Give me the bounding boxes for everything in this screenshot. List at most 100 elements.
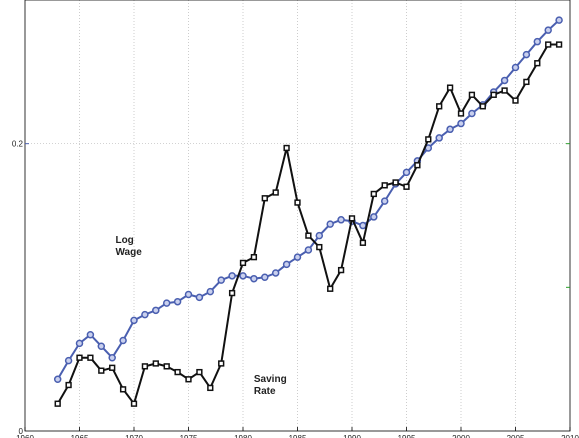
log-wage-point — [271, 269, 280, 277]
saving-rate-point — [403, 183, 410, 190]
log-wage-point — [217, 276, 225, 284]
saving-rate-point — [425, 136, 432, 143]
saving-rate-point — [163, 363, 170, 370]
saving-rate-annotation: Saving — [254, 374, 287, 385]
log-wage-point — [239, 272, 247, 280]
x-tick-label: 2000 — [452, 434, 470, 438]
log-wage-point — [457, 119, 465, 128]
grid — [25, 0, 570, 431]
saving-rate-point — [87, 354, 94, 361]
saving-rate-point — [130, 400, 138, 407]
log-wage-point — [206, 287, 215, 296]
log-wage-point — [402, 168, 411, 177]
x-tick-label: 1995 — [398, 434, 416, 438]
log-wage-point — [282, 260, 291, 269]
saving-rate-point — [436, 103, 443, 110]
saving-rate-point — [555, 41, 563, 48]
saving-rate-point — [185, 376, 192, 383]
axes: 1960 1965 1970 1975 1980 1985 1990 1995 2000 2005… — [12, 140, 579, 438]
saving-rate-point — [152, 360, 159, 367]
x-tick-label: 1985 — [289, 434, 307, 438]
log-wage-point — [380, 197, 389, 205]
saving-rate-point — [218, 360, 225, 367]
log-wage-point — [326, 220, 334, 228]
x-tick-label: 1970 — [125, 434, 143, 438]
saving-rate-point — [446, 84, 454, 91]
log-wage-point — [370, 213, 378, 221]
log-wage-point — [522, 50, 531, 59]
log-wage-point — [359, 221, 367, 230]
saving-rate-point — [534, 60, 541, 67]
log-wage-point — [97, 342, 106, 350]
saving-rate-point — [261, 195, 268, 202]
log-wage-point — [500, 76, 509, 85]
saving-rate-point — [119, 386, 127, 393]
log-wage-point — [555, 16, 563, 24]
log-wage-line — [56, 19, 560, 380]
saving-rate-point — [370, 190, 377, 198]
x-tick-label: 1960 — [16, 434, 34, 438]
saving-rate-annotation: Rate — [254, 386, 276, 397]
saving-rate-point — [468, 91, 476, 98]
saving-rate-point — [141, 363, 149, 370]
log-wage-point — [468, 109, 476, 118]
saving-rate-point — [294, 199, 301, 206]
saving-rate-point — [512, 97, 519, 104]
saving-rate-point — [457, 110, 465, 117]
saving-rate-point — [305, 232, 312, 239]
saving-rate-point — [196, 368, 203, 376]
saving-rate-point — [490, 91, 497, 98]
y-tick-label: 0 — [19, 427, 24, 436]
saving-rate-point — [109, 364, 116, 371]
log-wage-point — [446, 125, 454, 134]
log-wage-point — [261, 273, 269, 282]
saving-rate-point — [327, 285, 334, 292]
log-wage-point — [108, 353, 116, 362]
saving-rate-point — [228, 289, 236, 297]
saving-rate-point — [392, 179, 399, 186]
saving-rate-point — [359, 239, 367, 246]
saving-rate-point — [283, 144, 290, 152]
log-wage-point — [86, 330, 95, 339]
saving-rate-point — [207, 384, 214, 392]
saving-rate-point — [76, 354, 83, 361]
saving-rate-point — [348, 215, 356, 222]
saving-rate-point — [523, 78, 530, 86]
log-wage-point — [119, 336, 127, 345]
saving-rate-point — [174, 368, 181, 376]
saving-rate-point — [479, 103, 486, 110]
saving-rate-point — [381, 182, 388, 189]
x-tick-label: 1980 — [234, 434, 252, 438]
log-wage-point — [195, 293, 204, 302]
log-wage-point — [141, 310, 149, 319]
saving-rate-point — [545, 41, 552, 48]
log-wage-point — [184, 290, 193, 299]
log-wage-point — [533, 37, 542, 46]
log-wage-point — [130, 316, 138, 325]
log-wage-point — [53, 375, 62, 384]
log-wage-point — [228, 272, 236, 280]
saving-rate-point — [501, 87, 508, 94]
saving-rate-point — [239, 259, 247, 267]
log-wage-point — [64, 356, 73, 365]
saving-rate-point — [65, 381, 72, 389]
x-tick-label: 2005 — [507, 434, 525, 438]
log-wage-point — [75, 339, 84, 348]
y-tick-label: 0.2 — [12, 140, 24, 149]
saving-rate-point — [98, 367, 105, 374]
log-wage-point — [544, 26, 552, 34]
log-wage-point — [173, 297, 182, 306]
log-wage-point — [250, 274, 258, 283]
saving-rate-point — [337, 266, 345, 274]
log-wage-annotation: Wage — [115, 247, 142, 258]
log-wage-point — [511, 63, 520, 72]
saving-rate-point — [250, 254, 258, 261]
x-tick-label: 1965 — [71, 434, 89, 438]
saving-rate-point — [316, 243, 323, 251]
log-wage-point — [152, 306, 160, 315]
log-wage-annotation: Log — [115, 235, 133, 246]
log-wage-point — [435, 134, 443, 142]
saving-rate-point — [272, 189, 279, 196]
